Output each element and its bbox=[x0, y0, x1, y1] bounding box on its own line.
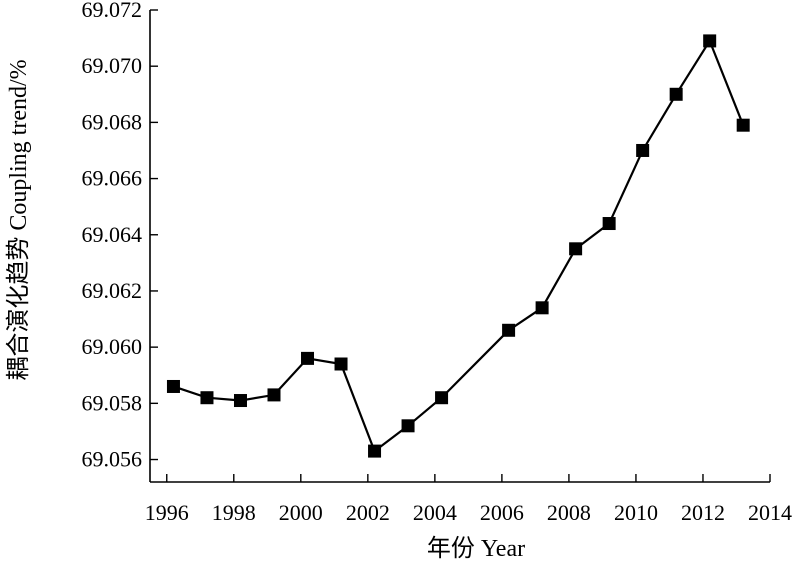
y-tick-label: 69.058 bbox=[82, 390, 143, 415]
x-tick-label: 2000 bbox=[279, 500, 323, 525]
y-tick-label: 69.056 bbox=[82, 447, 143, 472]
y-tick-label: 69.064 bbox=[82, 222, 143, 247]
series-line bbox=[173, 38, 745, 453]
y-axis-title: 耦合演化趋势 Coupling trend/% bbox=[5, 59, 32, 380]
x-tick-label: 2014 bbox=[748, 500, 792, 525]
data-point bbox=[334, 357, 348, 371]
ticks: 69.056 69.058 69.060 69.062 69.064 69.066 69.0… bbox=[82, 0, 793, 525]
axes bbox=[149, 10, 770, 483]
data-point bbox=[502, 323, 516, 337]
y-tick-label: 69.072 bbox=[82, 0, 143, 22]
data-point bbox=[233, 394, 247, 408]
x-tick-label: 2006 bbox=[480, 500, 524, 525]
data-point bbox=[636, 143, 650, 157]
x-tick-label: 2008 bbox=[547, 500, 591, 525]
data-point bbox=[703, 34, 717, 48]
data-point bbox=[200, 391, 214, 405]
x-tick-label: 2002 bbox=[346, 500, 390, 525]
data-point bbox=[267, 388, 281, 402]
data-point bbox=[435, 391, 449, 405]
x-axis-title: 年份 Year bbox=[427, 535, 525, 562]
y-tick-label: 69.062 bbox=[82, 278, 143, 303]
data-point bbox=[669, 87, 683, 101]
x-tick-label: 2004 bbox=[413, 500, 457, 525]
x-tick-label: 1996 bbox=[145, 500, 189, 525]
series bbox=[166, 34, 750, 458]
data-point bbox=[166, 379, 180, 393]
x-tick-label: 1998 bbox=[212, 500, 256, 525]
y-tick-label: 69.066 bbox=[82, 166, 143, 191]
y-tick-label: 69.060 bbox=[82, 334, 143, 359]
data-point bbox=[401, 419, 415, 433]
y-tick-label: 69.068 bbox=[82, 109, 143, 134]
data-point bbox=[368, 444, 382, 458]
data-point bbox=[301, 351, 315, 365]
y-tick-label: 69.070 bbox=[82, 53, 143, 78]
x-tick-label: 2010 bbox=[614, 500, 658, 525]
data-point bbox=[736, 118, 750, 132]
data-point bbox=[569, 242, 583, 256]
data-point bbox=[535, 301, 549, 315]
x-tick-label: 2012 bbox=[681, 500, 725, 525]
data-point bbox=[602, 217, 616, 231]
